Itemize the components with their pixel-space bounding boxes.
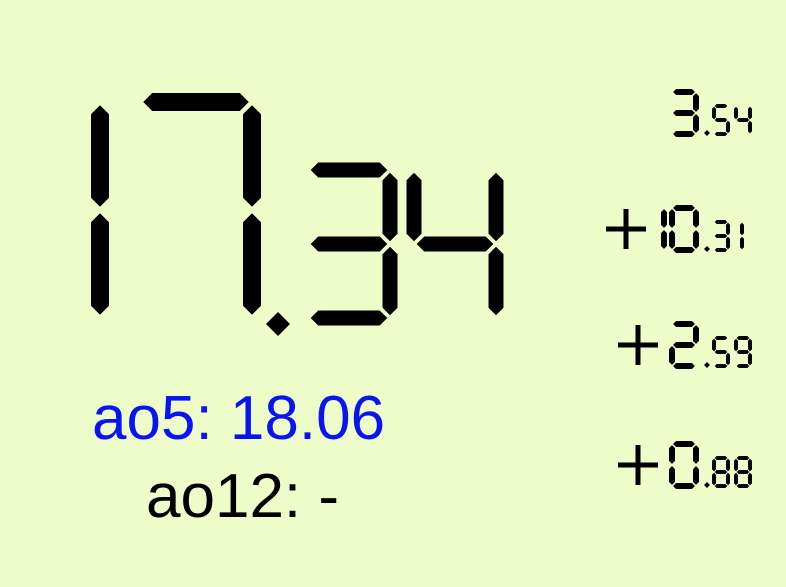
split-digit-fraction: [734, 456, 752, 488]
split-digit-fraction: [734, 106, 752, 134]
split-digit-whole: [673, 89, 699, 137]
split-digit-fraction: [712, 104, 730, 136]
timer-digit-whole: [91, 105, 109, 315]
ao12-average: ao12: -: [146, 462, 340, 531]
split-digit-fraction: [740, 222, 744, 250]
plus-sign: [618, 445, 658, 485]
main-timer[interactable]: [72, 88, 542, 350]
split-digit-whole: [669, 441, 699, 489]
decimal-point: [266, 312, 290, 336]
timer-digit-fraction: [310, 162, 398, 326]
plus-sign: [606, 209, 646, 249]
split-digit-fraction: [714, 220, 730, 252]
split-digit-fraction: [712, 456, 730, 488]
ao5-average: ao5: 18.06: [92, 384, 386, 453]
split-times: [540, 0, 786, 587]
split-digit-whole: [661, 209, 667, 249]
plus-sign: [618, 325, 658, 365]
decimal-point: [704, 482, 710, 488]
split-digit-whole: [669, 321, 699, 369]
split-digit-fraction: [734, 336, 752, 368]
decimal-point: [704, 246, 710, 252]
main-timer-display: [91, 93, 504, 336]
decimal-point: [704, 130, 710, 136]
timer-digit-whole: [143, 93, 261, 315]
split-times-display: [606, 89, 752, 489]
timer-digit-fraction: [406, 172, 504, 316]
decimal-point: [704, 362, 710, 368]
split-digit-whole: [669, 205, 699, 253]
split-digit-fraction: [712, 336, 730, 368]
